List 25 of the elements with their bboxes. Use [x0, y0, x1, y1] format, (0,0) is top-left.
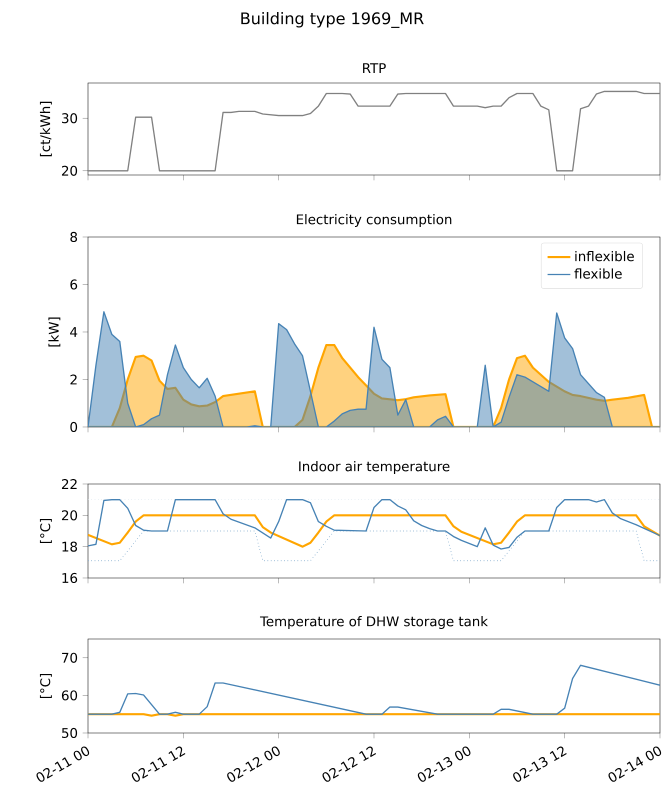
legend-label: flexible	[574, 268, 622, 279]
y-tick-label: 0	[70, 422, 78, 432]
y-axis-title: [kW]	[48, 317, 60, 346]
y-axis-title: [°C]	[40, 518, 52, 544]
y-tick-label: 22	[62, 479, 77, 489]
y-tick-label: 16	[62, 572, 78, 584]
chart-subtitle: RTP	[363, 63, 386, 73]
y-tick-label: 6	[70, 279, 78, 290]
y-tick-label: 18	[62, 542, 78, 552]
chart-title: Building type 1969_MR	[241, 12, 424, 28]
y-tick-label: 50	[62, 728, 78, 738]
y-tick-label: 20	[62, 510, 78, 520]
y-tick-label: 70	[62, 652, 78, 663]
chart-title: Temperature of DHW storage tank	[260, 616, 488, 629]
chart-title: Electricity consumption	[296, 214, 452, 227]
y-tick-label: 2	[70, 374, 77, 384]
y-tick-label: 30	[62, 113, 78, 124]
y-tick-label: 60	[62, 690, 78, 700]
y-tick-label: 4	[70, 327, 78, 337]
y-axis-title: [ct/kWh]	[40, 102, 52, 156]
legend-label: inflexible	[575, 250, 634, 262]
y-tick-label: 8	[70, 232, 78, 242]
y-tick-label: 20	[62, 166, 78, 176]
y-axis-title: [°C]	[40, 674, 52, 698]
chart-title: Indoor air temperature	[299, 461, 450, 474]
